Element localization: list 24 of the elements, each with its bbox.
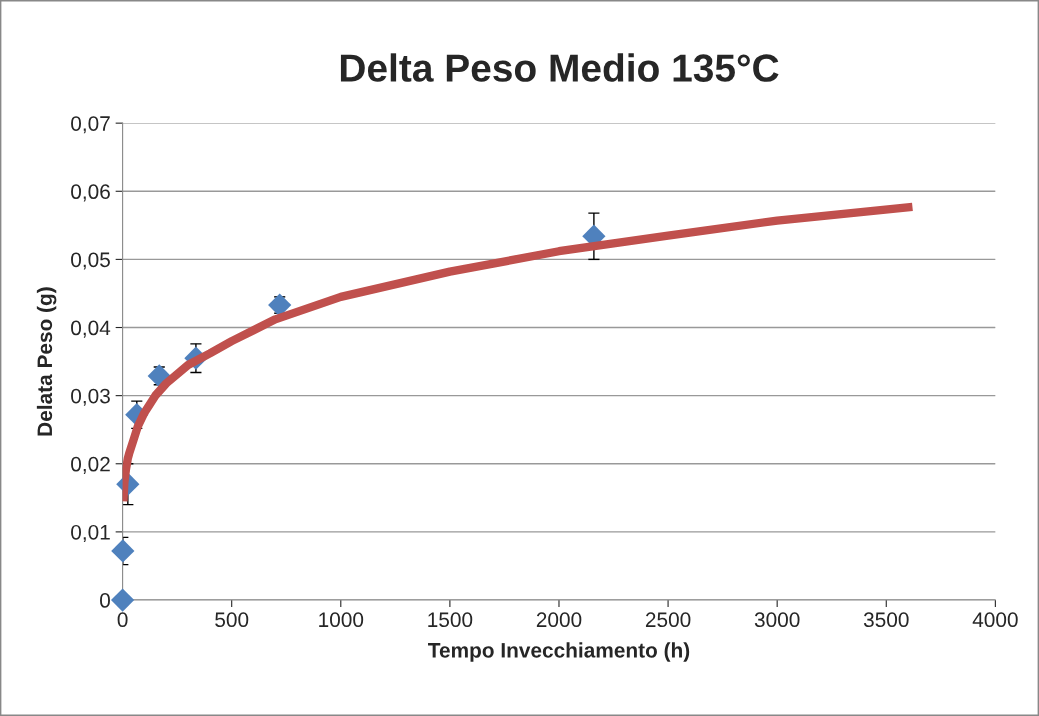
point — [111, 539, 135, 563]
x-axis-title: Tempo Invecchiamento (h) — [428, 642, 690, 662]
point — [147, 364, 171, 388]
x-tick-label: 2500 — [645, 612, 691, 628]
y-tick-label: 0,07 — [71, 116, 110, 134]
y-axis-title: Delata Peso (g) — [36, 287, 57, 436]
y-tick-label: 0,06 — [71, 184, 110, 202]
x-tick-label: 1000 — [319, 612, 364, 628]
y-tick-label: 0 — [100, 593, 110, 608]
x-tick-label: 0 — [117, 612, 128, 628]
x-tick-label: 4000 — [972, 612, 1018, 628]
y-tick-label: 0,05 — [71, 252, 110, 270]
y-tick-label: 0,01 — [71, 524, 110, 543]
x-tick-label: 3500 — [863, 612, 909, 628]
point — [268, 293, 292, 317]
point — [110, 588, 135, 612]
x-tick-label: 3000 — [754, 612, 800, 628]
y-tick-label: 0,02 — [71, 456, 110, 474]
x-tick-label: 500 — [215, 612, 249, 628]
y-tick-label: 0,04 — [71, 320, 111, 338]
x-tick-label: 2000 — [536, 612, 582, 628]
chart-title: Delta Peso Medio 135°C — [340, 53, 779, 82]
y-tick-label: 0,03 — [71, 388, 110, 406]
x-tick-label: 1500 — [428, 612, 473, 628]
